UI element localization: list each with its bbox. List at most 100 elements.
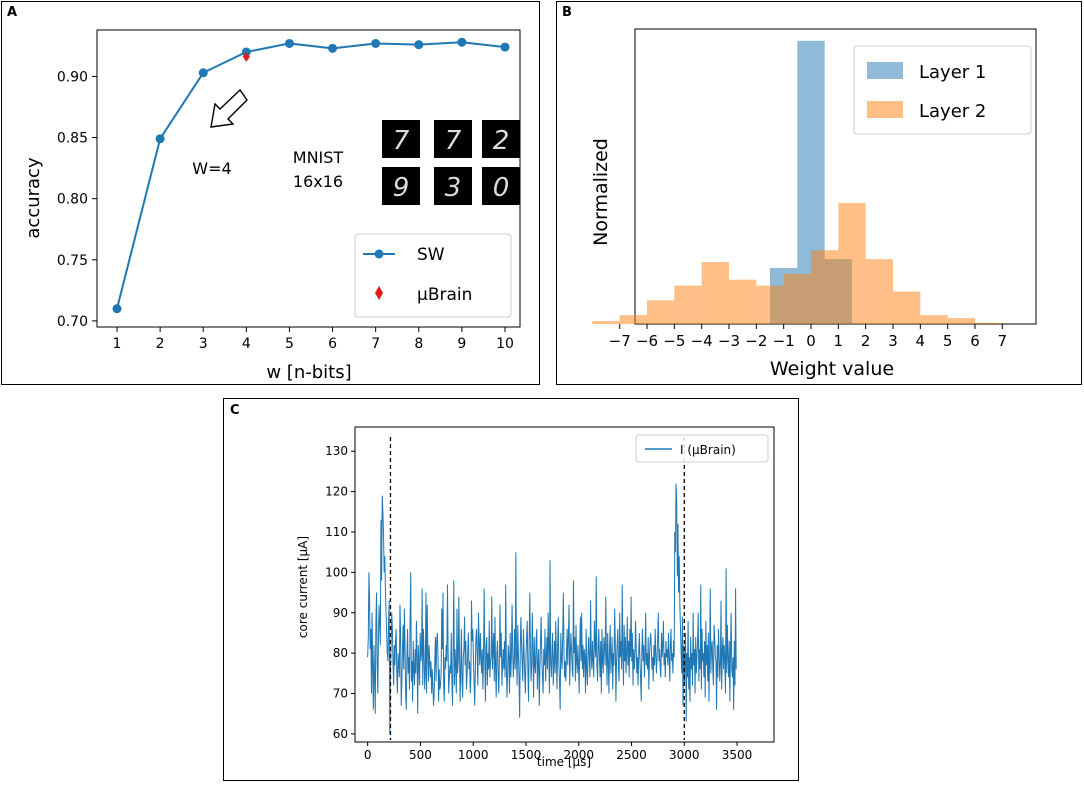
sw-point [500, 42, 510, 52]
arrow-icon [210, 88, 248, 128]
sw-point [371, 38, 381, 48]
x-tick-label: 5 [943, 332, 953, 350]
x-tick-label: 6 [970, 332, 980, 350]
digit-tile [434, 167, 472, 205]
x-tick-label: 9 [457, 336, 466, 352]
x-tick-label: −1 [773, 332, 795, 350]
digit-glyph: 9 [393, 173, 410, 203]
y-tick-label: 110 [325, 525, 348, 539]
digit-glyph: 2 [493, 126, 510, 156]
layer2-bar [674, 285, 702, 324]
sw-point [328, 43, 338, 53]
x-tick-label: 5 [285, 336, 294, 352]
x-tick-label: 0 [806, 332, 816, 350]
x-tick-label: 2 [861, 332, 871, 350]
layer2-bar [811, 250, 839, 324]
digit-glyph: 7 [393, 126, 410, 156]
layer2-bar [865, 259, 893, 324]
inset-title-1: MNIST [293, 148, 344, 167]
panel-label-c: C [230, 403, 240, 418]
x-axis-label: w [n-bits] [266, 362, 351, 383]
layer2-bar [619, 315, 648, 324]
x-tick-label: −7 [609, 332, 631, 350]
mnist-inset: MNIST 16x16 7 7 2 9 3 0 [293, 120, 520, 205]
x-tick-label: 1 [113, 336, 122, 352]
layer2-bar [920, 315, 948, 324]
x-tick-label: 2000 [563, 748, 594, 762]
x-tick-label: 7 [998, 332, 1008, 350]
sw-point [457, 37, 467, 47]
x-tick-label: 6 [328, 336, 337, 352]
layer2-bar [974, 322, 1003, 324]
x-tick-label: −2 [745, 332, 767, 350]
x-tick-label: 4 [916, 332, 926, 350]
x-axis-label: Weight value [770, 358, 894, 380]
x-tick-label: 3500 [722, 748, 753, 762]
y-tick-label: 120 [325, 485, 348, 499]
sw-point [198, 68, 208, 78]
panel-c: C 0 500 1000 1500 2000 2500 3000 3500 60 70 80 90 10… [223, 398, 799, 781]
panel-label-a: A [7, 5, 18, 20]
y-tick-label: 130 [325, 444, 348, 458]
x-tick-label: 8 [414, 336, 423, 352]
layer2-bar [701, 262, 730, 324]
weight-histogram: −7 −6 −5 −4 −3 −2 −1 0 1 2 3 4 5 6 7 Layer 1 Layer 2 W… [590, 28, 1037, 380]
x-tick-label: 1500 [511, 748, 542, 762]
x-tick-label: 4 [242, 336, 251, 352]
digit-glyph: 0 [493, 173, 510, 203]
legend-swatch-layer2 [867, 101, 903, 118]
legend-label-layer2: Layer 2 [919, 101, 986, 122]
x-tick-label: −5 [663, 332, 685, 350]
inset-title-2: 16x16 [293, 172, 343, 191]
legend-swatch-layer1 [867, 62, 903, 79]
w4-annotation: W=4 [192, 88, 248, 178]
legend-label-sw: SW [417, 245, 445, 265]
y-axis-label: core current [µA] [296, 536, 310, 638]
digit-tile [434, 120, 472, 158]
legend: Layer 1 Layer 2 [853, 45, 1032, 135]
annotation-label: W=4 [192, 159, 231, 178]
x-tick-label: 3 [199, 336, 208, 352]
x-tick-label: 3 [888, 332, 898, 350]
sw-point [284, 38, 294, 48]
y-axis-label: Normalized [590, 138, 612, 246]
current-trace [367, 483, 737, 734]
x-tick-label: 3000 [669, 748, 700, 762]
y-tick-label: 90 [333, 606, 348, 620]
digit-tile [382, 120, 420, 158]
x-tick-label: 1 [834, 332, 844, 350]
x-tick-label: −3 [718, 332, 740, 350]
x-tick-label: 500 [409, 748, 432, 762]
y-tick-label: 0.90 [57, 69, 88, 85]
x-tick-label: 1000 [458, 748, 489, 762]
panel-label-b: B [562, 5, 572, 20]
legend-marker-ubrain [375, 286, 383, 300]
y-tick-label: 0.75 [57, 253, 88, 269]
x-tick-label: 10 [496, 336, 514, 352]
accuracy-chart: 1 2 3 4 5 6 7 8 9 10 0.70 0.75 0.80 0.85 0.90 MNIST 16… [23, 29, 521, 383]
layer2-bar [756, 285, 784, 324]
x-tick-label: 2 [156, 336, 165, 352]
legend: SW μBrain [354, 233, 512, 318]
legend-marker-sw [374, 249, 384, 259]
y-tick-label: 0.70 [57, 314, 88, 330]
x-tick-label: 7 [371, 336, 380, 352]
sw-point [155, 134, 165, 144]
layer2-bar [647, 300, 675, 324]
layer2-bar [892, 291, 921, 324]
x-axis-label: time [µs] [537, 755, 591, 769]
sw-line [116, 41, 506, 309]
layer2-bar [729, 279, 757, 324]
ubrain-point [242, 51, 250, 62]
core-current-chart: 0 500 1000 1500 2000 2500 3000 3500 60 70 80 90 100 1… [296, 426, 775, 769]
legend-label-current: I (µBrain) [680, 443, 736, 457]
x-tick-label: −6 [636, 332, 658, 350]
layer2-bar [947, 318, 975, 324]
sw-point [414, 40, 424, 50]
layer2-bar [592, 321, 620, 324]
layer2-bar [838, 203, 866, 324]
y-tick-label: 0.80 [57, 192, 88, 208]
legend-label-ubrain: μBrain [417, 285, 472, 305]
plot-frame [354, 426, 775, 743]
digit-glyph: 7 [445, 126, 462, 156]
